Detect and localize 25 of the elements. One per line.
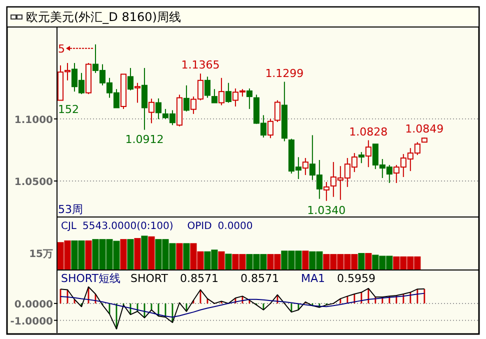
annotation: 5: [58, 42, 65, 56]
annotation: 1.1299: [265, 66, 304, 80]
annotation: 1.0828: [349, 125, 388, 138]
y-tick-label: 1.1000: [14, 114, 54, 126]
series-label: MA1: [300, 272, 325, 285]
chart-title: SHORT短线: [61, 272, 120, 285]
annotation: 152: [58, 103, 79, 116]
annotation: 0.8571: [240, 272, 279, 285]
annotation: 0.5959: [336, 272, 376, 285]
annotation: 1.0912: [125, 132, 164, 146]
y-tick-label: 1.0500: [14, 176, 54, 188]
series-label: SHORT: [130, 272, 168, 285]
annotation: 1.0849: [405, 122, 444, 136]
text: 5543.0000(0:100): [82, 221, 174, 232]
y-tick-label: -1.0000: [10, 316, 54, 328]
text: 15万: [29, 249, 53, 260]
y-tick-label: 0.0000: [14, 299, 54, 310]
text: CJL: [61, 221, 77, 232]
chart-title: 欧元美元(外汇_D 8160)周线: [26, 10, 181, 24]
annotation: 53周: [58, 203, 83, 216]
annotation: 1.1365: [181, 58, 220, 72]
annotation: 0.8571: [180, 272, 218, 285]
text: 0.0000: [218, 221, 253, 232]
annotation: 1.0340: [307, 204, 346, 217]
text: OPID: [187, 221, 212, 232]
